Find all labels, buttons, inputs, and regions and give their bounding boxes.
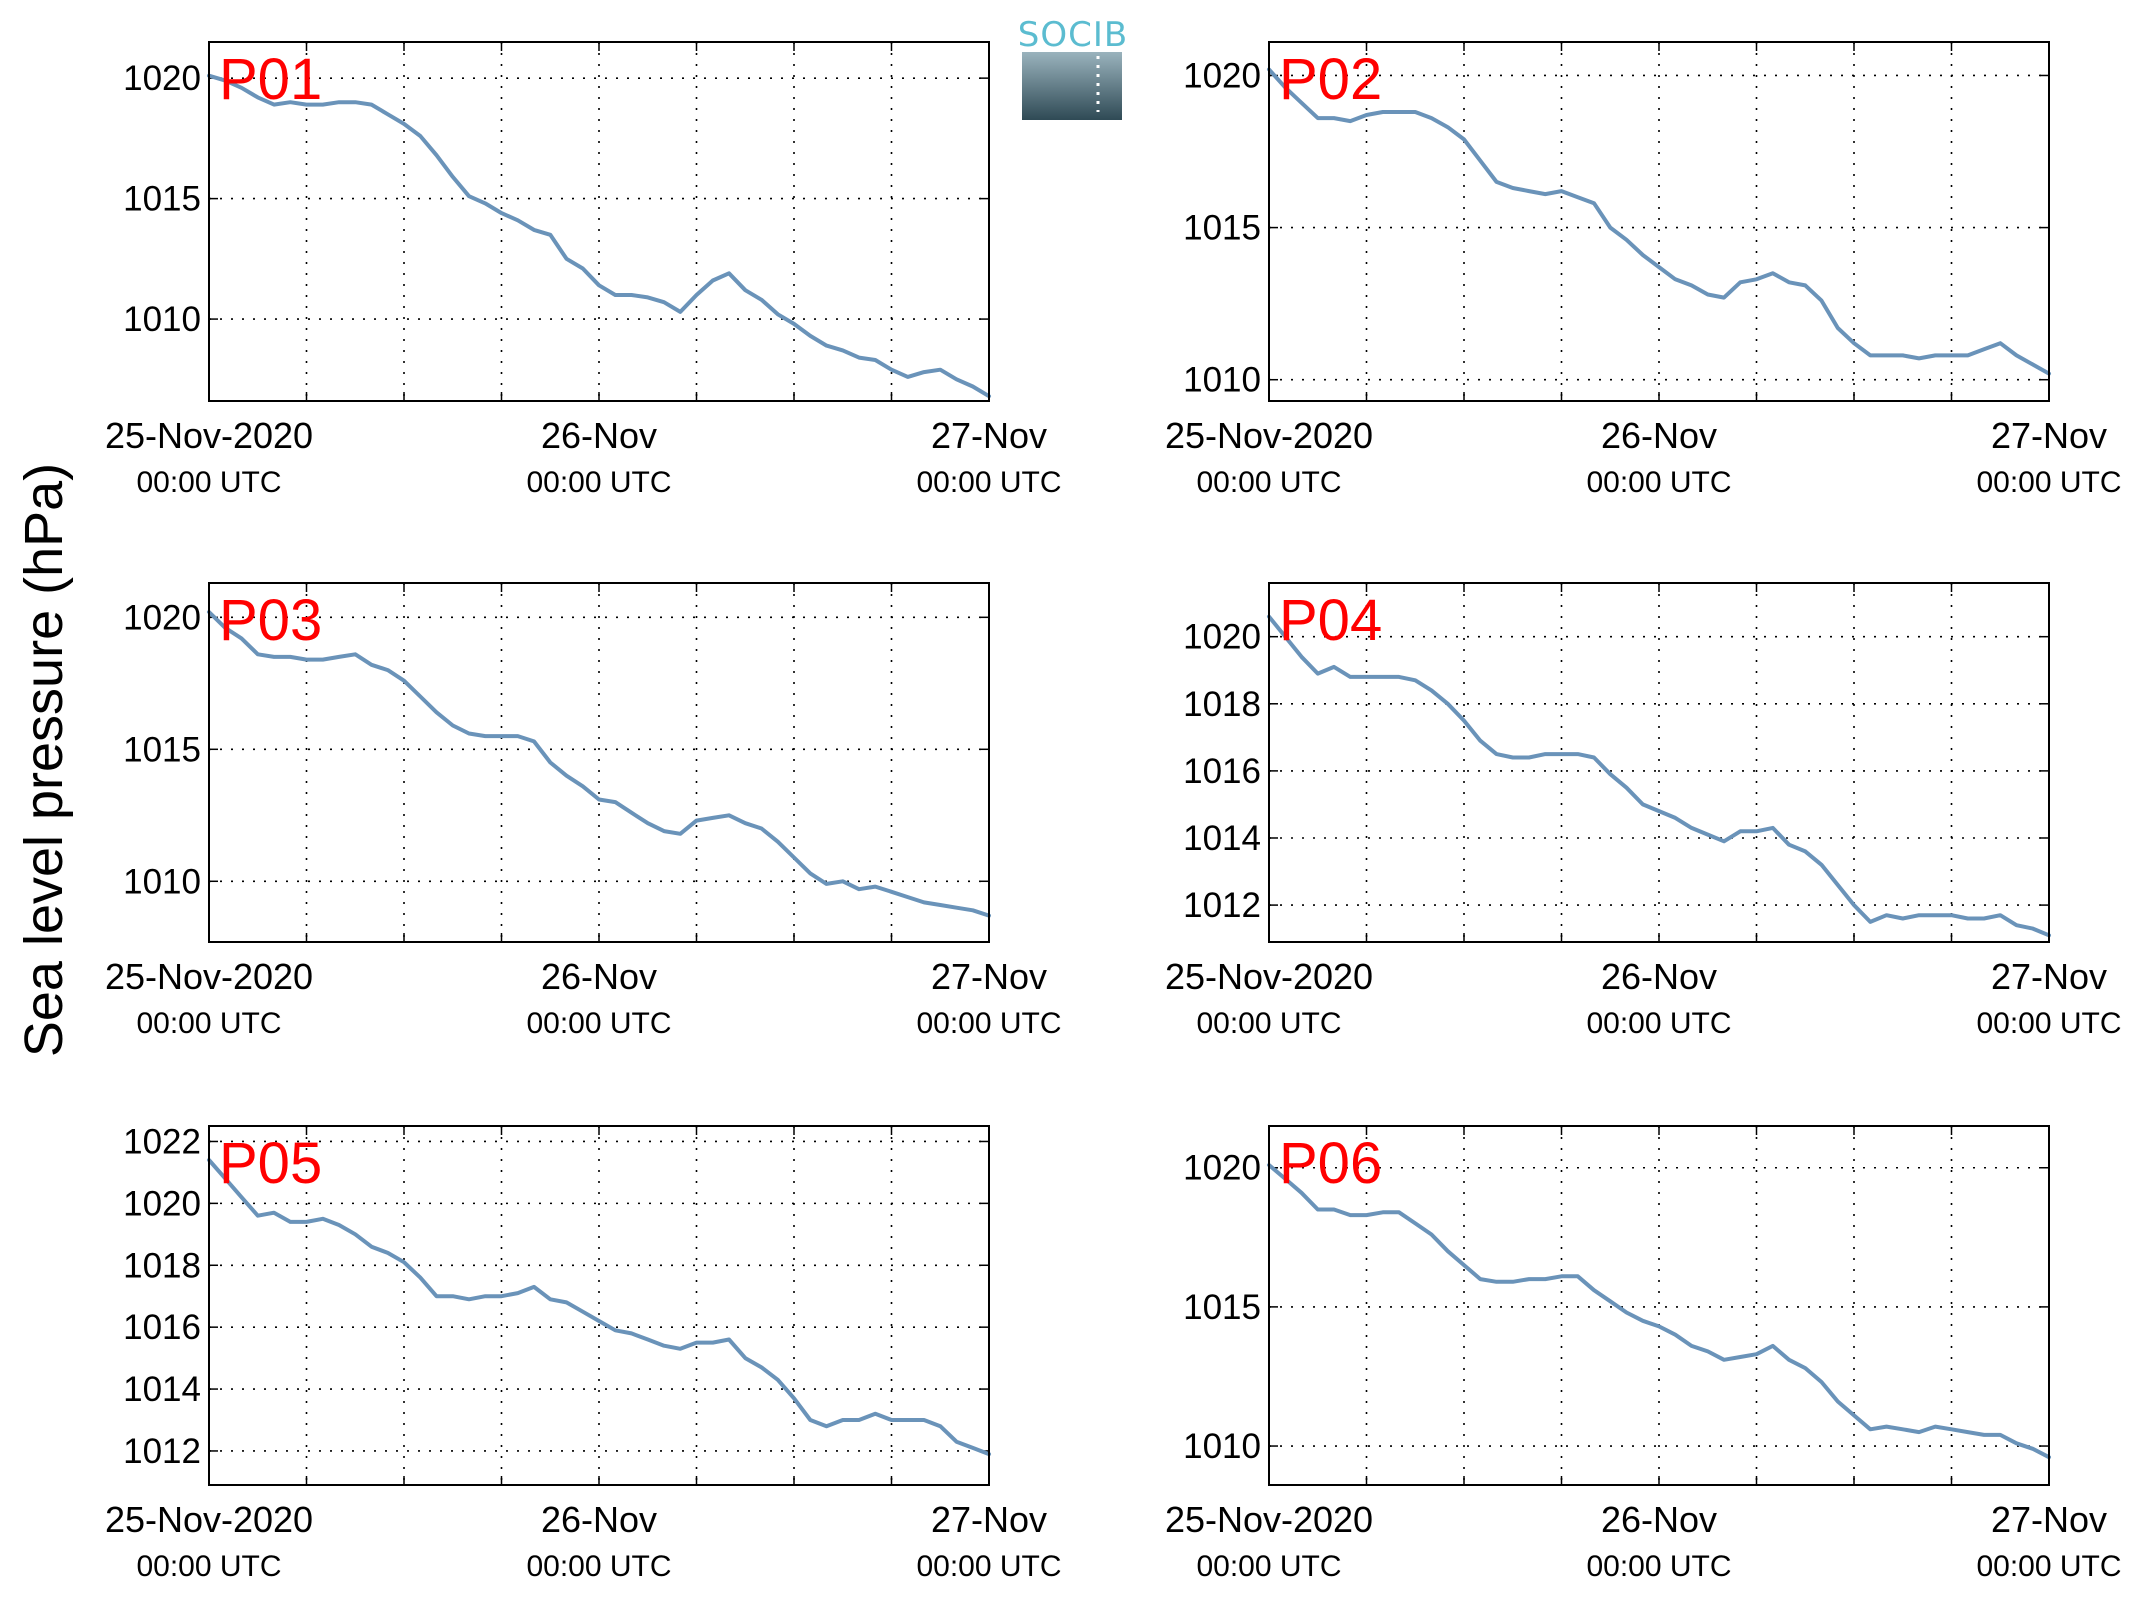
x-tick-label-date: 25-Nov-2020 bbox=[1165, 1499, 1373, 1540]
x-tick-label-date: 25-Nov-2020 bbox=[1165, 956, 1373, 997]
pressure-series-line bbox=[1267, 614, 2051, 938]
panel-p06: 1010 1015 1020 25-Nov-2020 00:00 UTC 26-Nov 00… bbox=[1165, 1125, 2122, 1583]
axes-frame bbox=[1268, 1125, 2050, 1486]
y-tick-label: 1012 bbox=[123, 1432, 201, 1471]
pressure-series-line bbox=[1267, 67, 2051, 376]
x-tick-label-time: 00:00 UTC bbox=[916, 466, 1061, 499]
x-tick-label-time: 00:00 UTC bbox=[916, 1007, 1061, 1040]
panel-p02: 1010 1015 1020 25-Nov-2020 00:00 UTC 26-Nov 00… bbox=[1165, 41, 2122, 499]
x-tick-label-time: 00:00 UTC bbox=[1586, 1550, 1731, 1583]
station-label: P06 bbox=[1279, 1131, 1382, 1196]
x-tick-label-date: 25-Nov-2020 bbox=[105, 956, 313, 997]
x-tick-label-time: 00:00 UTC bbox=[1586, 1007, 1731, 1040]
axes-frame bbox=[208, 41, 990, 402]
x-tick-label-date: 27-Nov bbox=[1991, 1499, 2107, 1540]
socib-logo-text: SOCIB bbox=[1018, 15, 1128, 55]
axes-frame bbox=[208, 1125, 990, 1486]
y-tick-label: 1020 bbox=[123, 598, 201, 637]
x-tick-label-date: 26-Nov bbox=[1601, 415, 1717, 456]
x-tick-label-time: 00:00 UTC bbox=[916, 1550, 1061, 1583]
socib-logo: SOCIB bbox=[1018, 15, 1128, 120]
y-tick-label: 1020 bbox=[123, 59, 201, 98]
y-tick-label: 1018 bbox=[1183, 685, 1261, 724]
y-axis-label: Sea level pressure (hPa) bbox=[14, 463, 74, 1057]
x-tick-label-time: 00:00 UTC bbox=[1976, 1007, 2121, 1040]
x-tick-label-date: 25-Nov-2020 bbox=[1165, 415, 1373, 456]
x-tick-label-date: 26-Nov bbox=[1601, 956, 1717, 997]
y-tick-label: 1020 bbox=[1183, 56, 1261, 95]
y-tick-label: 1020 bbox=[123, 1184, 201, 1223]
y-tick-label: 1018 bbox=[123, 1246, 201, 1285]
y-tick-label: 1016 bbox=[123, 1308, 201, 1347]
y-tick-label: 1012 bbox=[1183, 886, 1261, 925]
x-tick-label-date: 26-Nov bbox=[541, 1499, 657, 1540]
station-label: P02 bbox=[1279, 47, 1382, 112]
socib-logo-box bbox=[1022, 52, 1122, 120]
x-tick-label-date: 26-Nov bbox=[1601, 1499, 1717, 1540]
x-tick-label-date: 27-Nov bbox=[931, 956, 1047, 997]
x-tick-label-time: 00:00 UTC bbox=[136, 1007, 281, 1040]
x-tick-label-date: 25-Nov-2020 bbox=[105, 415, 313, 456]
x-tick-label-date: 27-Nov bbox=[1991, 415, 2107, 456]
station-label: P01 bbox=[219, 47, 322, 112]
x-tick-label-time: 00:00 UTC bbox=[526, 1007, 671, 1040]
y-tick-label: 1015 bbox=[123, 180, 201, 219]
x-tick-label-time: 00:00 UTC bbox=[526, 466, 671, 499]
x-tick-label-time: 00:00 UTC bbox=[1586, 466, 1731, 499]
y-tick-label: 1010 bbox=[1183, 1427, 1261, 1466]
y-tick-label: 1020 bbox=[1183, 618, 1261, 657]
x-tick-label-time: 00:00 UTC bbox=[1976, 1550, 2121, 1583]
y-tick-label: 1014 bbox=[123, 1370, 201, 1409]
panel-p01: 1010 1015 1020 25-Nov-2020 00:00 UTC 26-Nov 00… bbox=[105, 41, 1062, 499]
x-tick-label-date: 27-Nov bbox=[931, 1499, 1047, 1540]
x-tick-label-date: 27-Nov bbox=[931, 415, 1047, 456]
y-tick-label: 1016 bbox=[1183, 752, 1261, 791]
pressure-series-line bbox=[207, 73, 991, 399]
station-label: P05 bbox=[219, 1131, 322, 1196]
panel-p05: 1012 1014 1016 1018 1020 1022 25-Nov-2020 00:00… bbox=[105, 1122, 1062, 1583]
axes-frame bbox=[1268, 41, 2050, 402]
y-tick-label: 1020 bbox=[1183, 1149, 1261, 1188]
y-tick-label: 1015 bbox=[1183, 209, 1261, 248]
x-tick-label-time: 00:00 UTC bbox=[1196, 466, 1341, 499]
y-tick-label: 1022 bbox=[123, 1122, 201, 1161]
x-tick-label-time: 00:00 UTC bbox=[136, 1550, 281, 1583]
panel-p03: 1010 1015 1020 25-Nov-2020 00:00 UTC 26-Nov 00… bbox=[105, 582, 1062, 1040]
y-tick-label: 1015 bbox=[1183, 1288, 1261, 1327]
axes-frame bbox=[208, 582, 990, 943]
x-tick-label-date: 25-Nov-2020 bbox=[105, 1499, 313, 1540]
x-tick-label-date: 27-Nov bbox=[1991, 956, 2107, 997]
y-tick-label: 1010 bbox=[123, 300, 201, 339]
x-tick-label-time: 00:00 UTC bbox=[1196, 1007, 1341, 1040]
station-label: P04 bbox=[1279, 588, 1382, 653]
y-tick-label: 1010 bbox=[123, 862, 201, 901]
pressure-series-line bbox=[207, 610, 991, 918]
x-tick-label-time: 00:00 UTC bbox=[1976, 466, 2121, 499]
x-tick-label-time: 00:00 UTC bbox=[526, 1550, 671, 1583]
x-tick-label-date: 26-Nov bbox=[541, 956, 657, 997]
y-tick-label: 1014 bbox=[1183, 819, 1261, 858]
pressure-series-line bbox=[1267, 1163, 2051, 1460]
pressure-series-line bbox=[207, 1158, 991, 1457]
station-label: P03 bbox=[219, 588, 322, 653]
x-tick-label-time: 00:00 UTC bbox=[136, 466, 281, 499]
y-tick-label: 1010 bbox=[1183, 361, 1261, 400]
x-tick-label-time: 00:00 UTC bbox=[1196, 1550, 1341, 1583]
y-tick-label: 1015 bbox=[123, 730, 201, 769]
panel-p04: 1012 1014 1016 1018 1020 25-Nov-2020 00:00 UTC… bbox=[1165, 582, 2122, 1040]
x-tick-label-date: 26-Nov bbox=[541, 415, 657, 456]
panels-group: 1010 1015 1020 25-Nov-2020 00:00 UTC 26-Nov 00… bbox=[105, 41, 2122, 1583]
axes-frame bbox=[1268, 582, 2050, 943]
